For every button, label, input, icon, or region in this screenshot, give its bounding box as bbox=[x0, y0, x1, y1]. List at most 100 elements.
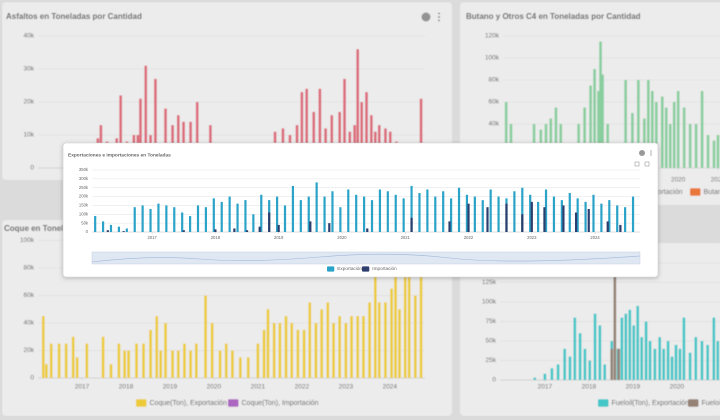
x-tick-label: 2019 bbox=[274, 235, 284, 240]
x-tick-label: 2023 bbox=[527, 235, 537, 240]
bar bbox=[135, 343, 138, 378]
bar bbox=[599, 41, 602, 168]
y-tick-label: 80k bbox=[24, 265, 35, 272]
bar bbox=[529, 194, 532, 232]
bar bbox=[64, 343, 68, 378]
chart-title: Butano y Otros C4 en Toneladas por Canti… bbox=[466, 12, 641, 21]
bar bbox=[706, 344, 709, 380]
bar bbox=[402, 198, 405, 232]
x-tick-label: 2020 bbox=[671, 177, 686, 184]
x-tick-label: 2017 bbox=[75, 384, 90, 391]
bar bbox=[706, 135, 710, 168]
x-tick-label: 2017 bbox=[147, 235, 157, 240]
bar bbox=[398, 309, 401, 378]
bar bbox=[563, 348, 566, 380]
bar bbox=[326, 302, 330, 378]
bar bbox=[71, 336, 75, 378]
bar bbox=[617, 348, 621, 380]
legend-swatch bbox=[688, 399, 699, 407]
bar bbox=[139, 98, 142, 168]
bar bbox=[632, 325, 636, 380]
bar bbox=[593, 69, 596, 168]
bar bbox=[550, 368, 554, 380]
bar bbox=[238, 357, 242, 378]
legend-swatch bbox=[598, 399, 609, 407]
bar bbox=[637, 80, 640, 168]
bar bbox=[654, 102, 658, 168]
bar bbox=[624, 313, 628, 380]
x-tick-label: 2023 bbox=[339, 384, 354, 391]
bar bbox=[394, 194, 397, 232]
bar bbox=[109, 224, 113, 232]
bar bbox=[331, 191, 334, 232]
info-icon[interactable] bbox=[421, 12, 431, 22]
bar bbox=[312, 111, 316, 168]
y-tick-label: 25k bbox=[486, 357, 497, 364]
bar bbox=[262, 329, 266, 378]
zoom-icon[interactable] bbox=[634, 161, 640, 167]
legend-label: Coque(Ton), Exportación bbox=[150, 400, 228, 407]
bar bbox=[668, 124, 672, 168]
bar bbox=[101, 336, 105, 378]
bar bbox=[694, 124, 698, 168]
bar bbox=[489, 189, 492, 232]
y-tick-label: 150k bbox=[79, 203, 89, 208]
menu-icon[interactable] bbox=[650, 150, 652, 156]
bar bbox=[403, 274, 407, 378]
bar bbox=[653, 348, 657, 380]
bar bbox=[195, 102, 199, 168]
bar bbox=[450, 198, 453, 232]
modal: Exportaciones e Importaciones en Tonelad… bbox=[62, 142, 659, 278]
bar bbox=[378, 189, 382, 232]
bar bbox=[347, 189, 350, 232]
x-tick-label: 2022 bbox=[295, 384, 310, 391]
bar bbox=[182, 230, 185, 232]
bar bbox=[662, 348, 665, 380]
bar bbox=[256, 343, 260, 378]
bar bbox=[583, 348, 587, 380]
bar bbox=[231, 350, 234, 378]
bar bbox=[363, 196, 366, 232]
bar bbox=[597, 91, 600, 168]
y-tick-label: 125k bbox=[482, 279, 497, 286]
bar bbox=[356, 316, 360, 378]
bar bbox=[578, 333, 582, 380]
bar bbox=[165, 205, 168, 232]
y-tick-label: 50k bbox=[81, 220, 89, 225]
bar bbox=[212, 198, 215, 232]
range-navigator[interactable] bbox=[91, 251, 641, 265]
x-tick-label: 2024 bbox=[383, 384, 398, 391]
chart-title: Exportaciones e Importaciones en Tonelad… bbox=[68, 152, 171, 158]
info-icon[interactable] bbox=[639, 150, 645, 156]
y-tick-label: 75k bbox=[486, 318, 497, 325]
bar bbox=[323, 196, 326, 232]
menu-icon[interactable] bbox=[438, 12, 440, 22]
y-tick-label: 20k bbox=[24, 99, 35, 106]
bar bbox=[171, 350, 174, 378]
reset-icon[interactable] bbox=[644, 161, 650, 167]
x-tick-label: 2021 bbox=[251, 384, 266, 391]
bar bbox=[624, 80, 627, 168]
bar bbox=[533, 377, 537, 380]
bar bbox=[350, 316, 353, 378]
bar bbox=[360, 102, 363, 168]
bar bbox=[149, 208, 152, 232]
bar bbox=[141, 205, 144, 232]
bar bbox=[418, 193, 421, 232]
bar bbox=[220, 201, 223, 232]
bar bbox=[589, 85, 592, 168]
navigator-line bbox=[91, 253, 641, 263]
bar bbox=[85, 343, 89, 378]
y-tick-label: 100k bbox=[79, 211, 89, 216]
bar bbox=[568, 193, 571, 232]
bar bbox=[370, 115, 373, 168]
bar bbox=[268, 212, 271, 232]
bar bbox=[658, 337, 662, 380]
bar bbox=[305, 88, 309, 168]
bar bbox=[647, 80, 650, 168]
bar bbox=[308, 302, 312, 378]
bar bbox=[344, 323, 348, 378]
bar bbox=[365, 92, 368, 168]
bar bbox=[610, 348, 614, 380]
